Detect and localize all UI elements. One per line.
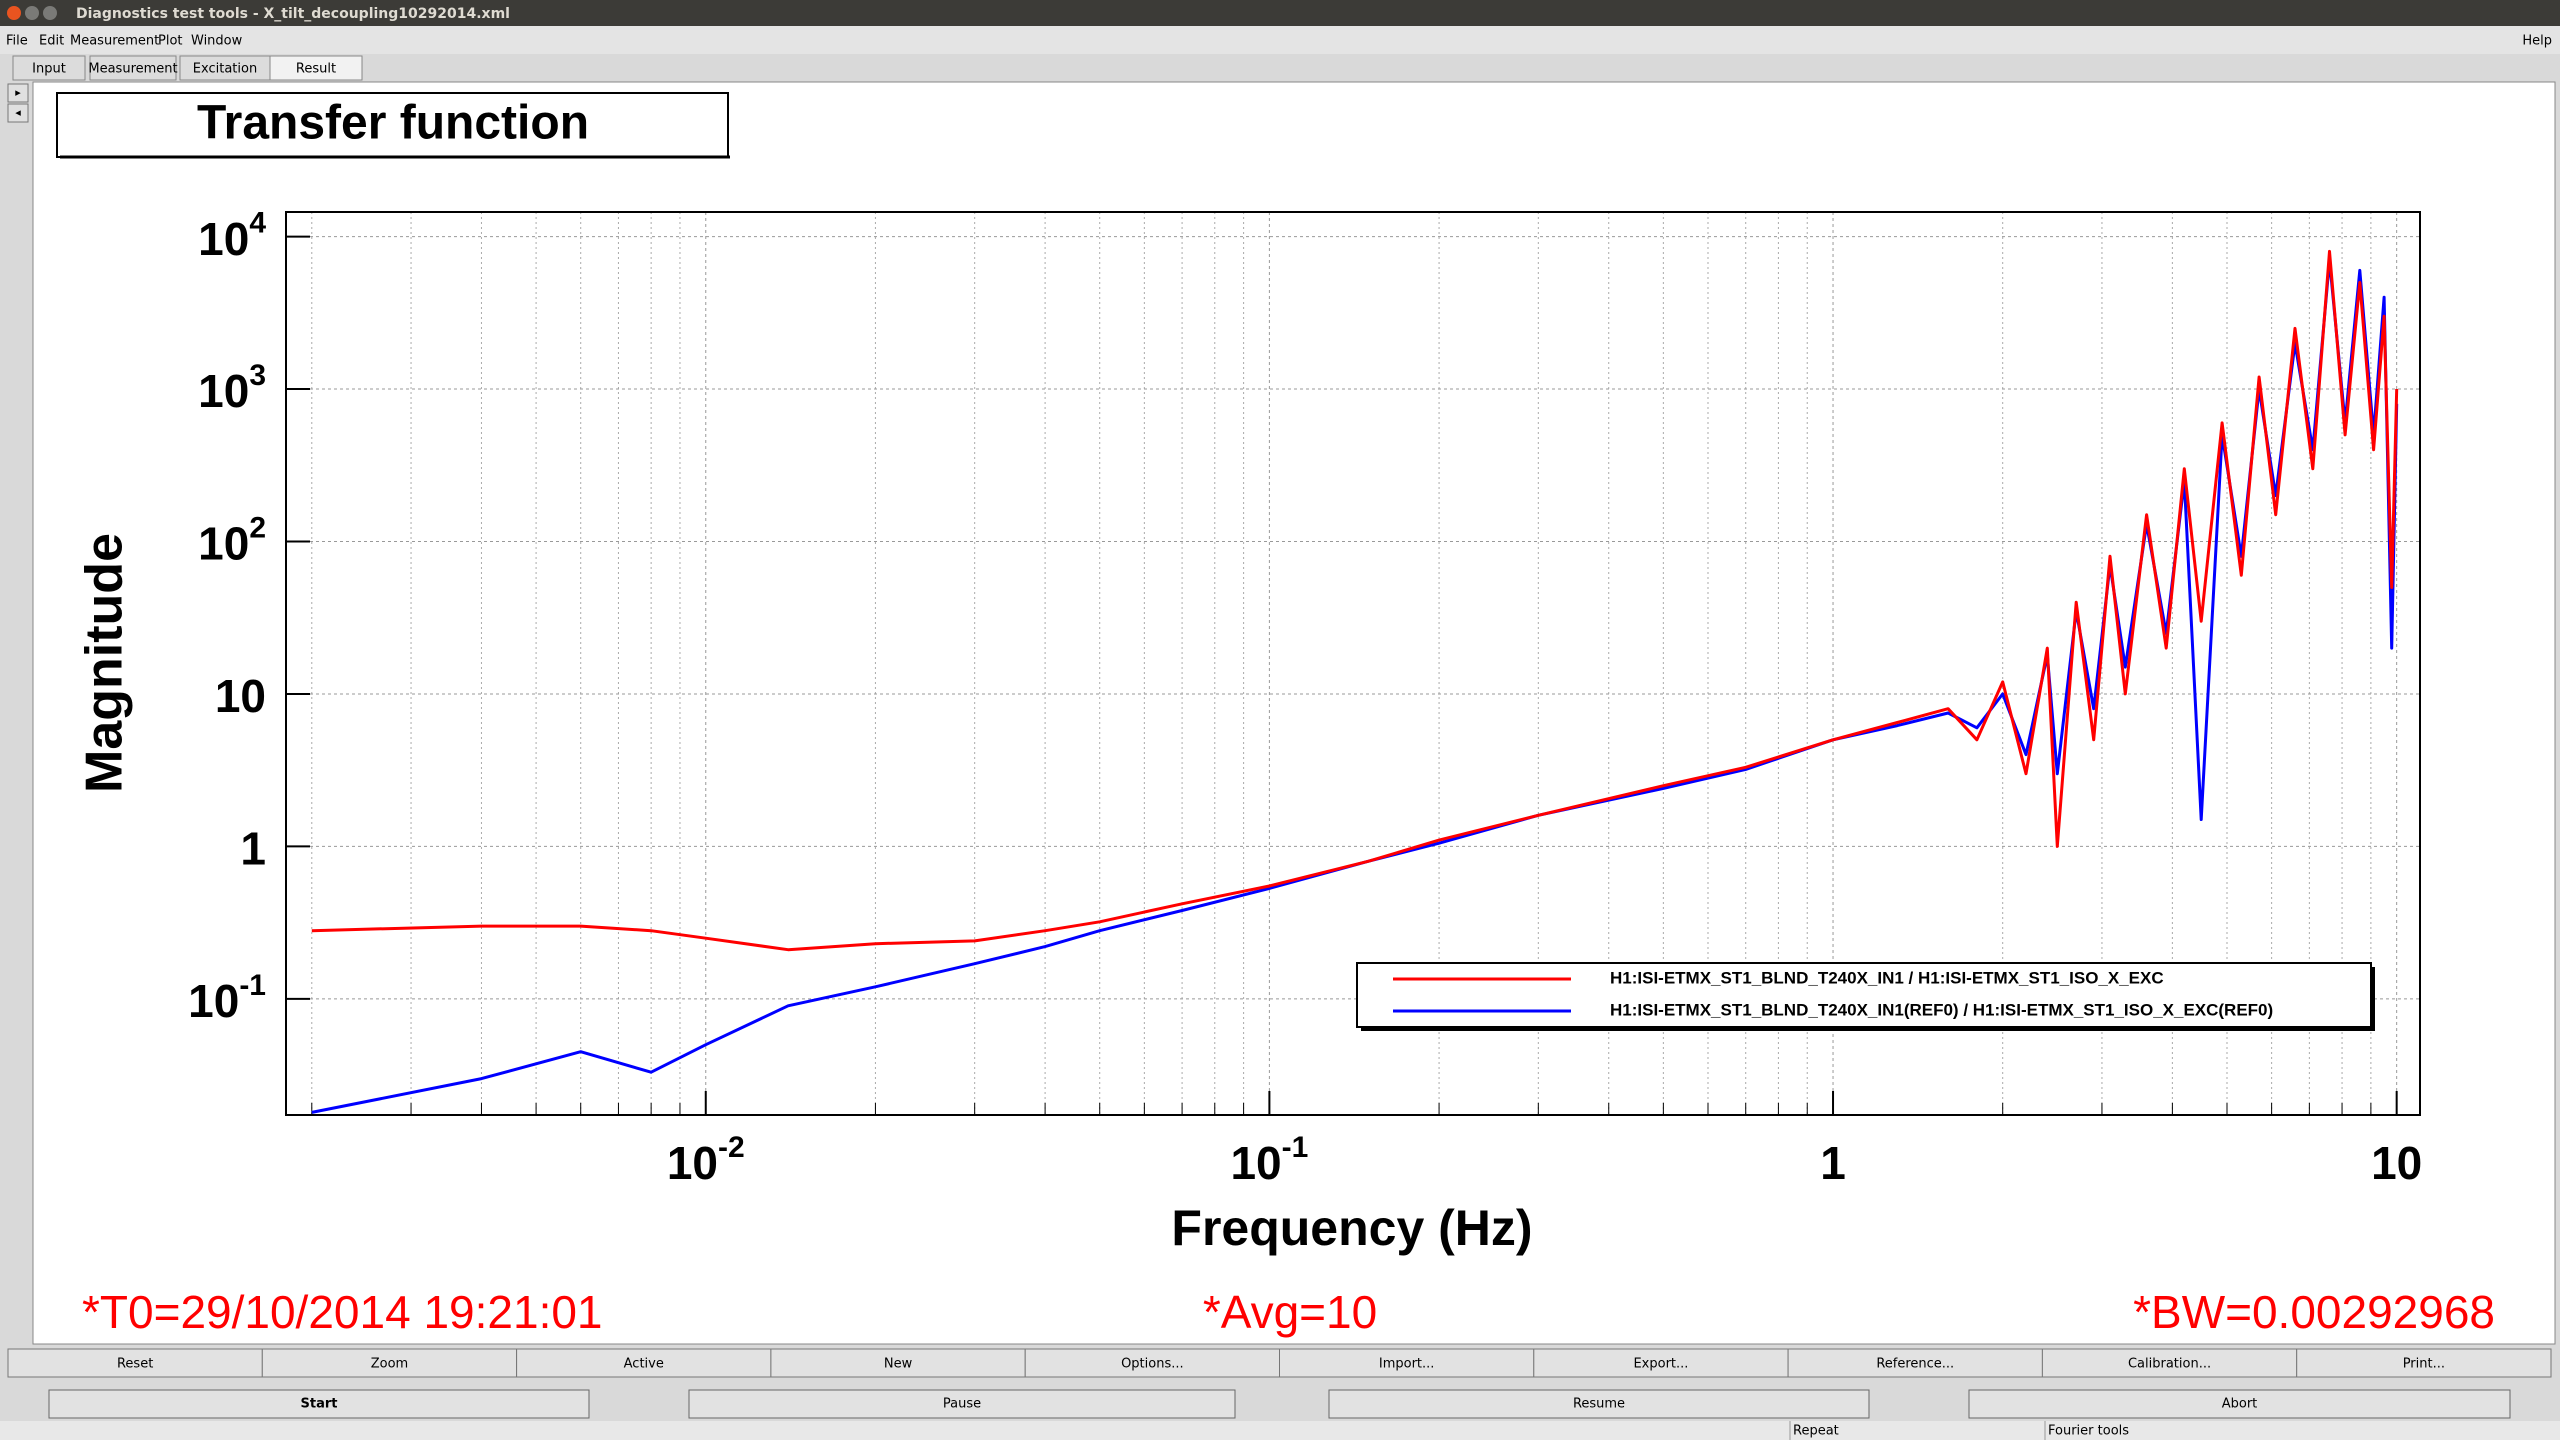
menu-item[interactable]: Measurement	[70, 34, 159, 49]
control-button[interactable]	[48, 1389, 590, 1419]
y-tick-label: 1	[240, 823, 266, 875]
button[interactable]	[1533, 1348, 1789, 1378]
menu-item[interactable]: Plot	[158, 34, 183, 49]
button[interactable]	[7, 1348, 263, 1378]
button[interactable]	[516, 1348, 772, 1378]
maximize-button[interactable]	[43, 6, 57, 20]
button[interactable]	[1787, 1348, 2043, 1378]
button-label[interactable]: Calibration...	[2128, 1357, 2211, 1372]
menu-item[interactable]: Window	[191, 34, 243, 49]
y-axis-label: Magnitude	[76, 533, 134, 793]
button[interactable]	[1279, 1348, 1535, 1378]
annotation: *Avg=10	[1203, 1286, 1377, 1338]
button-label[interactable]: Zoom	[371, 1357, 408, 1372]
close-button[interactable]	[7, 6, 21, 20]
tab[interactable]	[179, 55, 271, 81]
control-button[interactable]	[1328, 1389, 1870, 1419]
menu-bar	[0, 26, 2560, 54]
control-label[interactable]: Pause	[943, 1397, 981, 1412]
control-label[interactable]: Abort	[2222, 1397, 2258, 1412]
button[interactable]	[261, 1348, 518, 1378]
button-label[interactable]: Active	[624, 1357, 664, 1372]
button-label[interactable]: Reset	[117, 1357, 153, 1372]
button[interactable]	[770, 1348, 1026, 1378]
minimize-button[interactable]	[25, 6, 39, 20]
button-label[interactable]: New	[884, 1357, 913, 1372]
tab[interactable]	[12, 55, 86, 81]
title-bar	[0, 0, 2560, 26]
control-button[interactable]	[1968, 1389, 2511, 1419]
series-line	[311, 249, 2399, 952]
button-label[interactable]: Options...	[1121, 1357, 1184, 1372]
x-tick-label: 10	[2371, 1137, 2422, 1189]
button[interactable]	[2296, 1348, 2552, 1378]
status-item: Repeat	[1793, 1424, 1839, 1439]
control-label[interactable]: Start	[301, 1397, 338, 1412]
button-label[interactable]: Print...	[2403, 1357, 2445, 1372]
scroll-right[interactable]	[7, 83, 29, 103]
tab[interactable]	[269, 55, 363, 81]
control-label[interactable]: Resume	[1573, 1397, 1625, 1412]
status-bar	[0, 1421, 2560, 1440]
button-label[interactable]: Reference...	[1876, 1357, 1954, 1372]
arrow-icon: ▸	[15, 86, 21, 99]
button-label[interactable]: Export...	[1633, 1357, 1688, 1372]
menu-item[interactable]: File	[6, 34, 28, 49]
annotation: *T0=29/10/2014 19:21:01	[82, 1286, 603, 1338]
x-axis-label: Frequency (Hz)	[1171, 1200, 1532, 1256]
tab-label[interactable]: Excitation	[193, 62, 257, 77]
button-label[interactable]: Import...	[1379, 1357, 1435, 1372]
window-title: Diagnostics test tools - X_tilt_decoupli…	[76, 6, 510, 22]
button[interactable]	[1024, 1348, 1280, 1378]
legend	[1356, 962, 2372, 1028]
menu-item[interactable]: Help	[2522, 34, 2552, 49]
tab[interactable]	[89, 55, 177, 81]
menu-item[interactable]: Edit	[39, 34, 64, 49]
control-button[interactable]	[688, 1389, 1236, 1419]
scroll-left[interactable]	[7, 103, 29, 123]
chart-title: Transfer function	[197, 97, 589, 150]
x-tick-label: 1	[1820, 1137, 1846, 1189]
annotation: *BW=0.00292968	[2133, 1286, 2495, 1338]
tab-label[interactable]: Measurement	[88, 62, 177, 77]
tab-label[interactable]: Input	[32, 62, 66, 77]
tab-label[interactable]: Result	[296, 62, 336, 77]
y-tick-label: 10	[215, 670, 266, 722]
legend-label: H1:ISI-ETMX_ST1_BLND_T240X_IN1(REF0) / H…	[1610, 1000, 2273, 1019]
legend-label: H1:ISI-ETMX_ST1_BLND_T240X_IN1 / H1:ISI-…	[1610, 968, 2164, 987]
button[interactable]	[2041, 1348, 2298, 1378]
status-item: Fourier tools	[2048, 1424, 2129, 1439]
y-tick-label: 104	[198, 207, 266, 265]
plot-frame	[285, 211, 2421, 1116]
arrow-icon: ◂	[15, 106, 21, 119]
